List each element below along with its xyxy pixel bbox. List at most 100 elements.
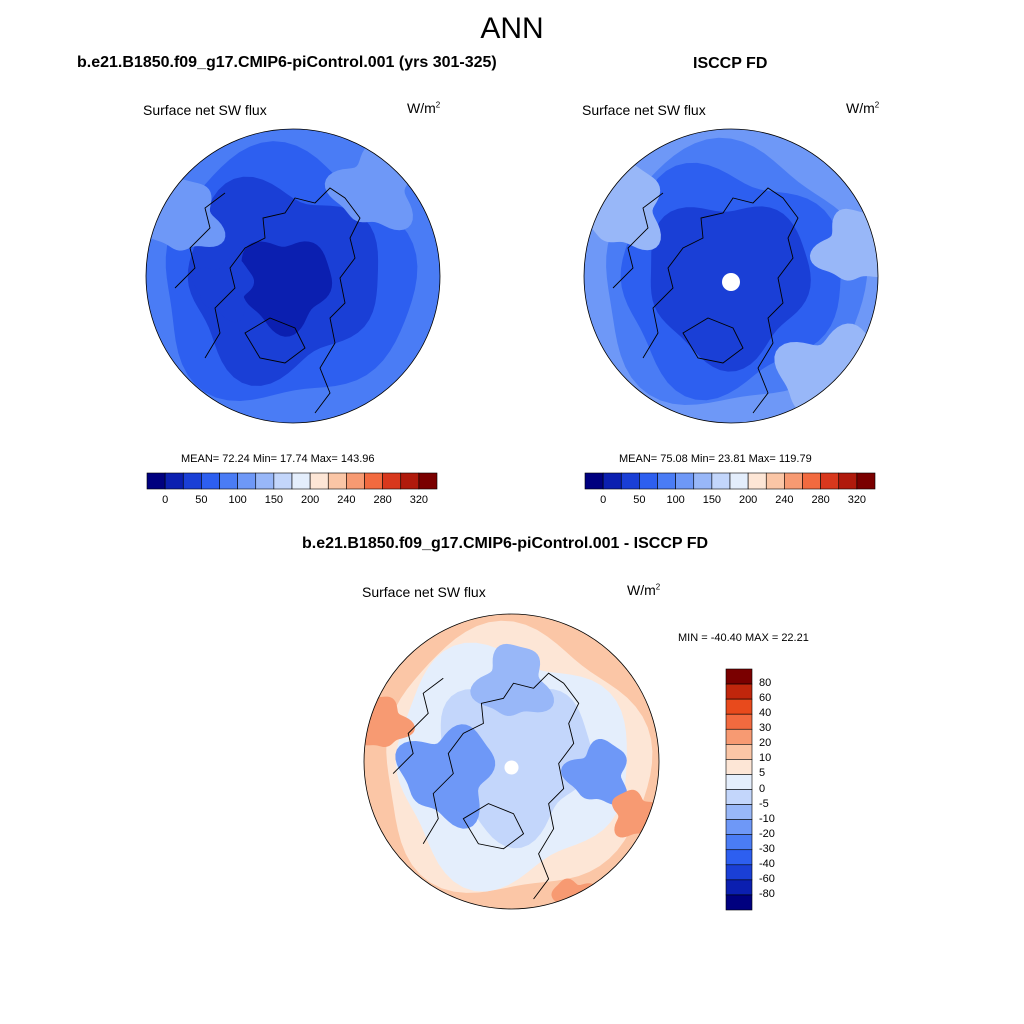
field-contour [146, 178, 226, 251]
colorbar-tick-label: 240 [337, 494, 356, 506]
coastline [612, 192, 664, 289]
model-stats: MEAN= 72.24 Min= 17.74 Max= 143.96 [181, 453, 375, 465]
colorbar-tick-label: -10 [759, 812, 775, 825]
coastline [642, 187, 799, 414]
obs-panel-title: ISCCP FD [693, 55, 768, 72]
diff-colorbar [725, 668, 753, 911]
colorbar-cell [255, 472, 275, 490]
colorbar-cell [657, 472, 676, 490]
colorbar-cell [675, 472, 695, 490]
colorbar-tick-label: 0 [600, 494, 607, 506]
colorbar-tick-label: 40 [759, 707, 772, 720]
colorbar-cell [309, 472, 329, 490]
colorbar-cell [364, 472, 383, 490]
colorbar-tick-label: -5 [759, 797, 769, 810]
coastline [462, 803, 525, 850]
field-contour [584, 162, 661, 251]
colorbar-tick-label: 240 [775, 494, 794, 506]
colorbar-cell [382, 472, 402, 490]
colorbar-cell [725, 713, 753, 730]
colorbar-cell [693, 472, 713, 490]
page-title: ANN [480, 12, 544, 45]
coastline [204, 187, 361, 414]
map-field [146, 129, 440, 423]
field-contour [561, 739, 628, 806]
colorbar-cell [620, 472, 640, 490]
colorbar-cell [725, 668, 753, 685]
colorbar-tick-label: -40 [759, 857, 775, 870]
map-boundary [145, 128, 441, 424]
field-contour [241, 241, 333, 337]
field-contour [192, 257, 254, 323]
colorbar-cell [639, 472, 658, 490]
diff-stats: MIN = -40.40 MAX = 22.21 [678, 632, 809, 644]
colorbar-cell [725, 864, 753, 881]
colorbar-tick-label: 80 [759, 677, 772, 690]
colorbar-cell [164, 472, 184, 490]
colorbar-cell [725, 683, 753, 700]
colorbar-tick-label: -30 [759, 842, 775, 855]
colorbar-tick-label: 320 [409, 494, 429, 506]
model-panel-title: b.e21.B1850.f09_g17.CMIP6-piControl.001 … [77, 54, 497, 71]
colorbar-tick-label: 150 [264, 494, 284, 506]
obs-colorbar [584, 472, 876, 490]
map-boundary [583, 128, 879, 424]
colorbar-tick-label: 200 [300, 494, 320, 506]
diff-panel-title: b.e21.B1850.f09_g17.CMIP6-piControl.001 … [302, 535, 709, 552]
obs-variable-label: Surface net SW flux [582, 102, 706, 118]
colorbar-cell [711, 472, 731, 490]
colorbar-cell [802, 472, 821, 490]
colorbar-tick-label: 60 [759, 692, 772, 705]
colorbar-cell [725, 728, 753, 745]
field-contour [470, 643, 554, 716]
colorbar-cell [725, 849, 753, 866]
colorbar-cell [820, 472, 840, 490]
colorbar-tick-label: 150 [702, 494, 722, 506]
colorbar-tick-label: 100 [666, 494, 685, 506]
colorbar-tick-label: 320 [847, 494, 867, 506]
colorbar-tick-label: 0 [162, 494, 169, 506]
colorbar-tick-label: 0 [759, 782, 766, 795]
diff-units-label: W/m2 [627, 582, 661, 598]
diff-polar-map [363, 613, 660, 910]
coastline [392, 677, 444, 774]
coastline [174, 192, 226, 289]
colorbar-cell [346, 472, 365, 490]
colorbar-cell [219, 472, 238, 490]
colorbar-cell [725, 819, 753, 835]
colorbar-cell [725, 744, 753, 760]
colorbar-cell [602, 472, 622, 490]
colorbar-tick-label: -80 [759, 887, 775, 900]
colorbar-cell [237, 472, 257, 490]
colorbar-cell [725, 894, 753, 911]
colorbar-tick-label: -60 [759, 872, 775, 885]
colorbar-tick-label: 100 [228, 494, 247, 506]
pole-hole [722, 273, 740, 291]
colorbar-tick-label: 5 [759, 767, 766, 780]
colorbar-cell [584, 472, 604, 490]
colorbar-cell [729, 472, 749, 490]
colorbar-cell [725, 698, 753, 715]
colorbar-tick-label: 20 [759, 737, 772, 750]
field-contour [611, 789, 659, 838]
colorbar-cell [400, 472, 420, 490]
colorbar-cell [725, 759, 753, 775]
map-boundary [363, 613, 660, 910]
colorbar-cell [725, 834, 753, 851]
colorbar-cell [725, 879, 753, 896]
colorbar-tick-label: 10 [759, 752, 772, 765]
colorbar-cell [725, 804, 753, 820]
colorbar-cell [838, 472, 858, 490]
model-colorbar [146, 472, 438, 490]
obs-polar-map [583, 128, 879, 424]
colorbar-cell [784, 472, 803, 490]
colorbar-cell [327, 472, 347, 490]
field-contour [395, 724, 496, 829]
model-polar-map [145, 128, 441, 424]
pole-hole [504, 760, 519, 775]
colorbar-cell [856, 472, 876, 490]
coastline [422, 672, 580, 900]
diff-variable-label: Surface net SW flux [362, 584, 486, 600]
coastline [244, 317, 306, 364]
model-units-label: W/m2 [407, 100, 441, 116]
